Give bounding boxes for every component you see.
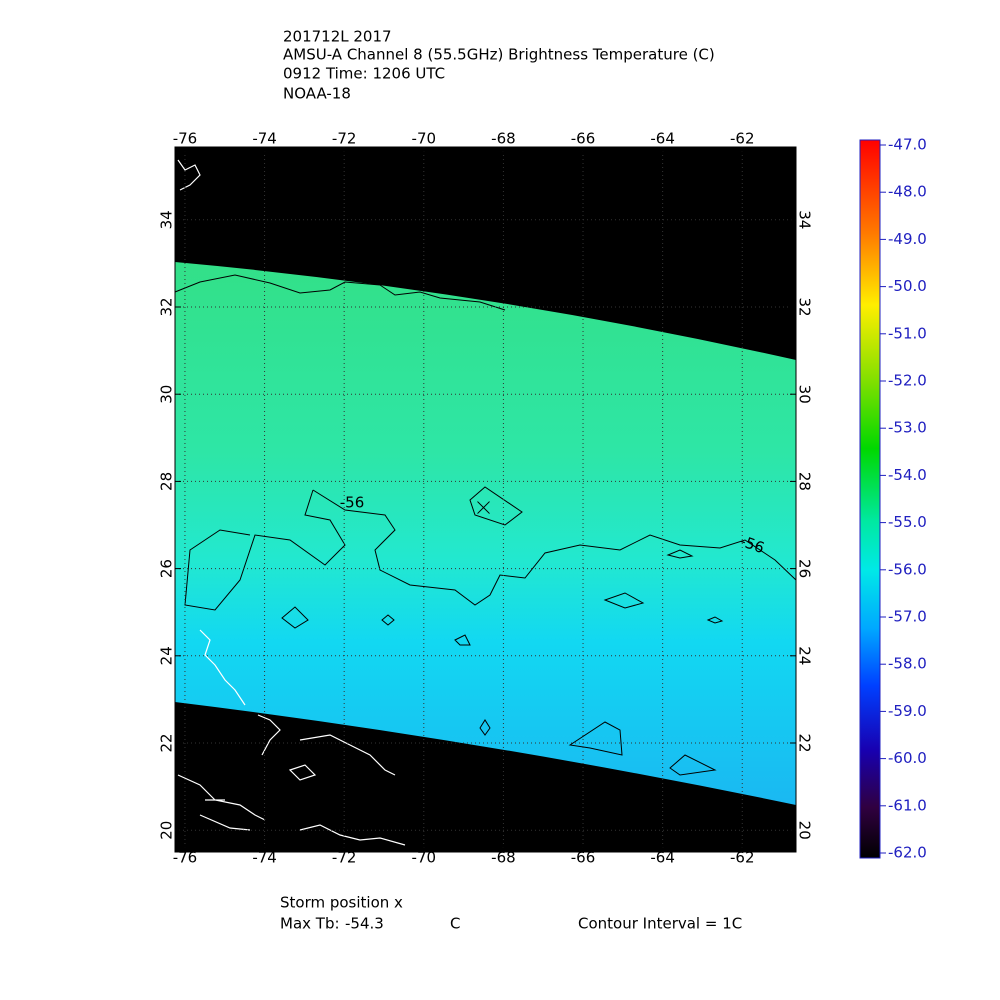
x-tick-label: -68	[491, 130, 516, 148]
contour	[479, 719, 717, 776]
colorbar-tick-label: -49.0	[888, 230, 927, 248]
y-tick-label: 20	[796, 821, 814, 840]
x-tick-label: -70	[412, 130, 437, 148]
y-tick-label: 28	[158, 472, 176, 491]
y-tick-label: 34	[158, 210, 176, 229]
header-line: NOAA-18	[283, 85, 351, 103]
contours	[174, 274, 797, 776]
y-tick-label: 30	[796, 385, 814, 404]
y-tick-label: 34	[796, 210, 814, 229]
y-tick-label: 26	[158, 559, 176, 578]
colorbar-tick-label: -55.0	[888, 513, 927, 531]
x-tick-label: -72	[332, 130, 357, 148]
x-tick-label: -64	[650, 849, 675, 867]
colorbar-tick-label: -61.0	[888, 796, 927, 814]
colorbar-tick-label: -62.0	[888, 844, 927, 862]
x-tick-label: -62	[730, 849, 755, 867]
storm-label: Storm position x	[280, 894, 403, 912]
coastline	[288, 764, 406, 846]
header-line: AMSU-A Channel 8 (55.5GHz) Brightness Te…	[283, 46, 715, 64]
header-line: 0912 Time: 1206 UTC	[283, 65, 445, 83]
coastline	[177, 774, 266, 831]
x-tick-label: -68	[491, 849, 516, 867]
y-tick-label: 22	[158, 733, 176, 752]
colorbar-tick-label: -60.0	[888, 749, 927, 767]
contour	[174, 274, 506, 311]
y-tick-label: 20	[158, 821, 176, 840]
x-tick-label: -64	[650, 130, 675, 148]
max-tb-unit: C	[450, 915, 460, 933]
colorbar-tick-label: -51.0	[888, 324, 927, 342]
x-tick-label: -76	[173, 849, 198, 867]
x-tick-label: -76	[173, 130, 198, 148]
x-tick-label: -62	[730, 130, 755, 148]
colorbar: -47.0 -48.0 -49.0 -50.0 -51.0 -52.0 -53.0 -54.0…	[859, 136, 927, 862]
contour	[469, 486, 523, 526]
coastline	[177, 159, 201, 191]
x-tick-label: -66	[571, 130, 596, 148]
max-tb-value: -54.3	[345, 915, 384, 933]
y-tick-label: 22	[796, 733, 814, 752]
colorbar-tick-label: -56.0	[888, 560, 927, 578]
coastlines	[177, 159, 406, 846]
map: -56-56	[174, 147, 797, 852]
colorbar-tick-label: -50.0	[888, 277, 927, 295]
colorbar-tick-label: -52.0	[888, 372, 927, 390]
contour-label: -56	[340, 494, 365, 512]
colorbar-scale	[859, 139, 881, 859]
colorbar-tick-label: -53.0	[888, 419, 927, 437]
storm-position	[477, 501, 490, 514]
colorbar-tick-label: -47.0	[888, 136, 927, 154]
colorbar-tick-label: -58.0	[888, 655, 927, 673]
colorbar-tick-label: -57.0	[888, 608, 927, 626]
y-tick-label: 30	[158, 385, 176, 404]
y-tick-label: 24	[796, 646, 814, 665]
x-tick-label: -70	[412, 849, 437, 867]
contour	[281, 549, 724, 646]
x-tick-label: -66	[571, 849, 596, 867]
y-tick-label: 26	[796, 559, 814, 578]
contour	[312, 489, 797, 606]
x-tick-label: -74	[252, 130, 277, 148]
max-tb-label: Max Tb:	[280, 915, 340, 933]
x-tick-label: -74	[252, 849, 277, 867]
colorbar-tick-label: -48.0	[888, 183, 927, 201]
colorbar-tick-label: -59.0	[888, 702, 927, 720]
y-tick-label: 32	[796, 297, 814, 316]
header: 201712L 2017 AMSU-A Channel 8 (55.5GHz) …	[283, 28, 715, 103]
colorbar-tick-label: -54.0	[888, 466, 927, 484]
contour-interval: Contour Interval = 1C	[578, 915, 742, 933]
y-tick-label: 24	[158, 646, 176, 665]
swath	[175, 262, 796, 805]
header-line: 201712L 2017	[283, 28, 392, 46]
footer: Storm position x Max Tb: -54.3 C Contour…	[280, 894, 742, 933]
y-tick-label: 32	[158, 297, 176, 316]
coastline	[257, 714, 396, 776]
coastline	[199, 629, 246, 706]
y-tick-label: 28	[796, 472, 814, 491]
contour	[184, 489, 346, 611]
map-frame	[174, 146, 797, 853]
x-tick-label: -72	[332, 849, 357, 867]
